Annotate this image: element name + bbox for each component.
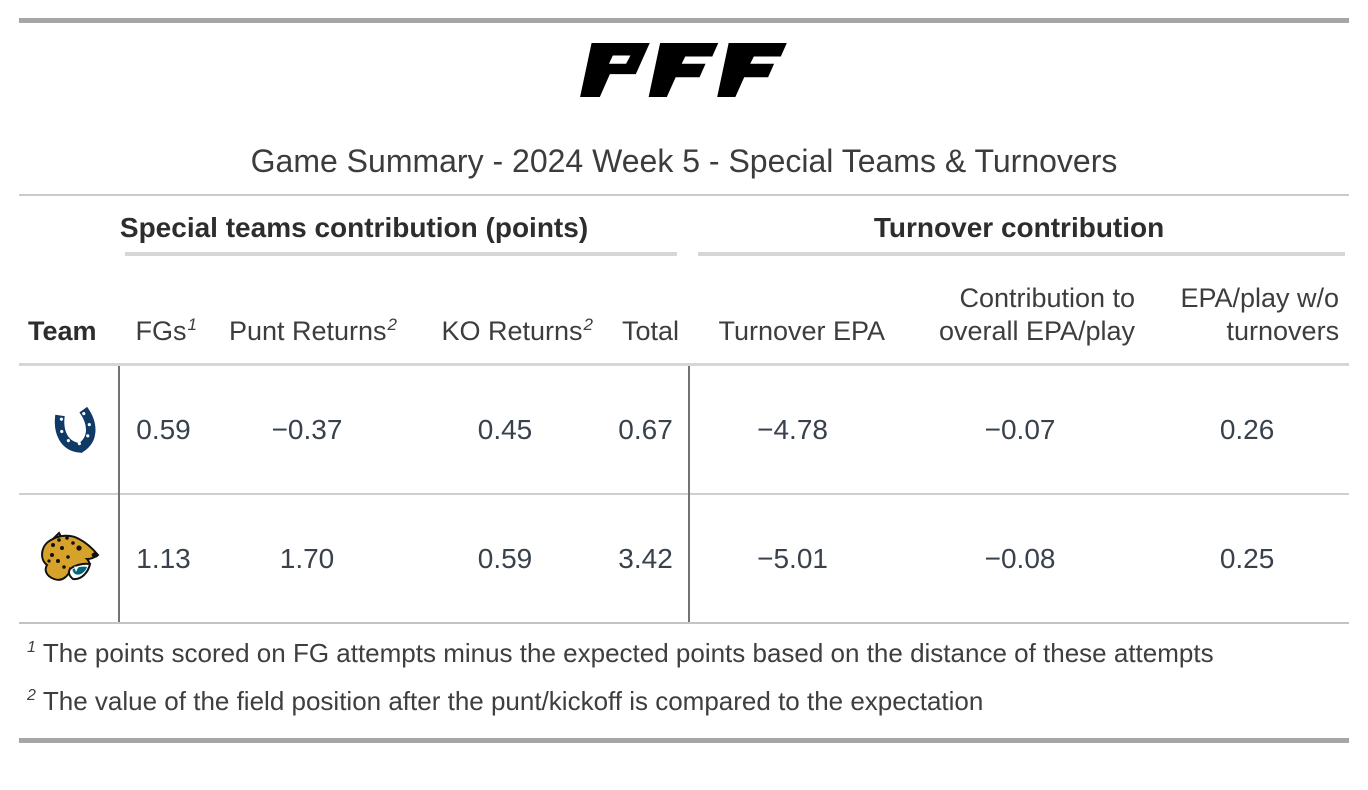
bottom-divider [19,738,1349,743]
jaguars-logo-icon: Jacksonville Jaguars [40,530,99,581]
col-header-fgs: FGs1 [119,256,207,366]
col-header-total: Total [603,256,690,366]
cell-jaguars-epa-wo-turnovers: 0.25 [1145,493,1350,624]
cell-jaguars-turnover-epa: −5.01 [688,493,896,624]
footnote-1-marker: 1 [27,639,36,657]
team-cell-colts: Indianapolis Colts [19,365,119,495]
top-divider [19,18,1349,23]
col-header-ko-returns: KO Returns2 [407,256,603,366]
pff-logo-icon: PFF [580,43,787,97]
cell-colts-ko-returns: 0.45 [477,413,533,445]
cell-colts-punt-returns: −0.37 [271,413,343,445]
cell-colts-turnover-epa: −4.78 [688,364,896,494]
team-cell-jaguars: Jacksonville Jaguars [19,493,119,624]
table-row-colts: Indianapolis Colts [19,364,1349,495]
col-header-turnover-epa: Turnover EPA [689,256,896,366]
page-title: Game Summary - 2024 Week 5 - Special Tea… [250,143,1118,179]
group-header-special-teams: Special teams contribution (points) [19,196,689,256]
footnote-1-text: The points scored on FG attempts minus t… [42,638,1214,668]
pff-game-summary-page: PFF Game Summary - 2024 Week 5 - Special… [0,18,1368,790]
group-header-special-teams-label: Special teams contribution (points) [119,212,589,243]
cell-jaguars-punt-returns: 1.70 [207,493,407,624]
cell-jaguars-ko-returns: 0.59 [407,493,603,624]
cell-jaguars-fgs: 1.13 [118,493,207,624]
col-header-epa-wo-turnovers: EPA/play w/o turnovers [1145,256,1350,366]
group-underline-special-teams [125,252,678,256]
cell-colts-epa-wo-turnovers: 0.26 [1219,413,1275,445]
column-header-row: Team FGs1 Punt Returns2 KO Returns2 Tota… [19,256,1350,366]
col-header-contribution: Contribution to overall EPA/play [895,256,1146,366]
cell-colts-contribution: −0.07 [984,413,1056,445]
cell-jaguars-contribution: −0.08 [895,493,1146,624]
footnote-1: 1 The points scored on FG attempts minus … [27,636,1349,670]
cell-jaguars-total: 3.42 [603,493,690,624]
cell-colts-fgs: 0.59 [118,364,207,494]
group-header-turnover-label: Turnover contribution [873,212,1165,243]
group-underline-turnover [698,252,1346,256]
footnote-marker-2: 2 [583,315,593,334]
colts-logo-icon: Indianapolis Colts [54,406,95,453]
col-header-team: Team [19,256,119,366]
cell-colts-total: 0.67 [618,413,673,445]
footnote-marker-1: 1 [187,315,197,334]
footnote-2-text: The value of the field position after th… [42,686,984,716]
logo-row: PFF [0,43,1368,97]
footnote-marker-2: 2 [387,315,397,334]
footnotes: 1 The points scored on FG attempts minus … [19,636,1349,718]
table-row-jaguars: Jacksonville Jaguars [19,493,1350,624]
footnote-2-marker: 2 [27,687,36,705]
footnote-2: 2 The value of the field position after t… [27,684,1349,718]
col-header-punt-returns: Punt Returns2 [207,256,407,366]
group-header-row: Special teams contribution (points) Turn… [19,196,1349,256]
stats-table: Special teams contribution (points) Turn… [19,196,1350,624]
group-header-turnover: Turnover contribution [689,196,1349,256]
title-divider [19,194,1349,196]
